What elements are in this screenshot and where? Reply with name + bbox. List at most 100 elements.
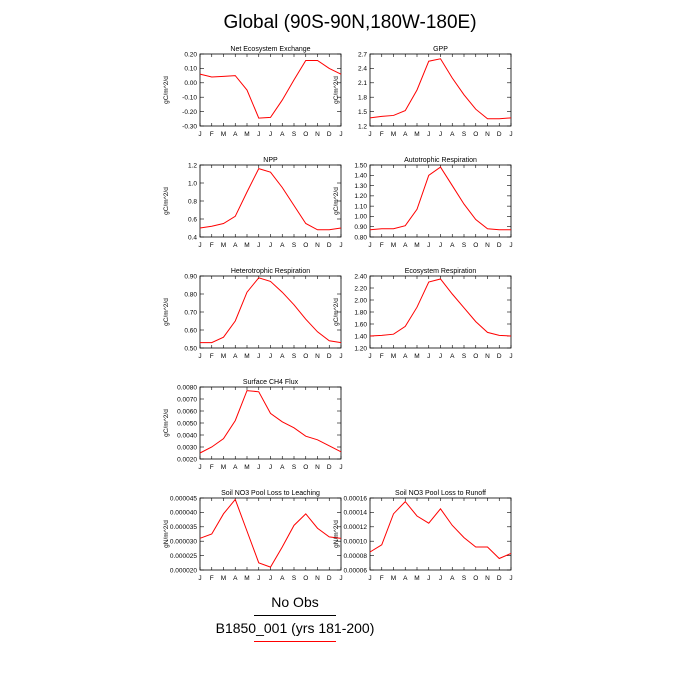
legend-line-b1850 bbox=[254, 641, 336, 642]
y-tick-label: 2.1 bbox=[358, 80, 367, 87]
x-tick-label: F bbox=[380, 353, 384, 360]
x-tick-label: J bbox=[257, 353, 260, 360]
x-tick-label: J bbox=[368, 131, 371, 138]
x-tick-label: J bbox=[509, 242, 512, 249]
y-tick-label: 2.40 bbox=[354, 273, 367, 280]
x-tick-label: A bbox=[233, 575, 238, 582]
x-tick-label: J bbox=[439, 131, 442, 138]
x-tick-label: F bbox=[210, 242, 214, 249]
x-tick-label: J bbox=[368, 242, 371, 249]
y-tick-label: 1.30 bbox=[354, 183, 367, 190]
y-tick-label: 0.000030 bbox=[170, 539, 197, 546]
y-tick-label: 0.0050 bbox=[177, 420, 197, 427]
chart-net-ecosystem-exchange: Net Ecosystem Exchange J F M A M J J A S O N D J 0.20 0… bbox=[150, 42, 360, 148]
x-tick-label: J bbox=[257, 575, 260, 582]
y-axis-label: gC/m^2/d bbox=[163, 76, 170, 104]
x-tick-label: A bbox=[233, 464, 238, 471]
x-tick-label: J bbox=[269, 131, 272, 138]
y-tick-label: 0.00006 bbox=[344, 567, 368, 574]
y-tick-label: 0.00014 bbox=[344, 510, 368, 517]
x-tick-label: J bbox=[427, 131, 430, 138]
x-tick-label: D bbox=[327, 131, 332, 138]
x-tick-label: M bbox=[391, 575, 396, 582]
x-tick-label: S bbox=[292, 575, 297, 582]
x-tick-label: A bbox=[280, 575, 285, 582]
x-tick-label: J bbox=[198, 131, 201, 138]
x-tick-label: A bbox=[233, 131, 238, 138]
y-tick-label: -0.20 bbox=[182, 109, 197, 116]
x-tick-label: S bbox=[292, 242, 297, 249]
x-tick-label: M bbox=[244, 464, 249, 471]
x-tick-label: A bbox=[233, 242, 238, 249]
x-tick-label: J bbox=[269, 575, 272, 582]
y-tick-label: 0.000035 bbox=[170, 524, 197, 531]
x-tick-label: D bbox=[327, 575, 332, 582]
x-tick-label: D bbox=[327, 353, 332, 360]
x-tick-label: J bbox=[257, 242, 260, 249]
y-tick-label: 1.8 bbox=[358, 95, 367, 102]
chart-surface-ch4-flux: Surface CH4 Flux J F M A M J J A S O N D J 0.0080 0.007… bbox=[150, 375, 360, 481]
series-line bbox=[199, 167, 342, 231]
x-tick-label: A bbox=[403, 575, 408, 582]
y-tick-label: 0.000045 bbox=[170, 495, 197, 502]
x-tick-label: S bbox=[292, 131, 297, 138]
y-tick-label: 1.2 bbox=[358, 123, 367, 130]
chart-title: Heterotrophic Respiration bbox=[231, 268, 310, 275]
x-tick-label: J bbox=[427, 242, 430, 249]
x-tick-label: A bbox=[280, 242, 285, 249]
x-tick-label: J bbox=[257, 131, 260, 138]
y-tick-label: 1.20 bbox=[354, 345, 367, 352]
chart-npp: NPP J F M A M J J A S O N D J 1.2 1.0 0.8 0.6 0.4 gC/m^2/d bbox=[150, 153, 360, 259]
x-tick-label: A bbox=[403, 353, 408, 360]
y-tick-label: 1.20 bbox=[354, 193, 367, 200]
x-tick-label: S bbox=[462, 575, 467, 582]
y-tick-label: 1.10 bbox=[354, 203, 367, 210]
y-tick-label: 0.00 bbox=[184, 80, 197, 87]
plot-frame bbox=[369, 275, 512, 349]
y-tick-label: 0.000020 bbox=[170, 567, 197, 574]
y-tick-label: 1.2 bbox=[188, 162, 197, 169]
x-tick-label: A bbox=[403, 242, 408, 249]
series-line bbox=[369, 58, 512, 120]
series-line bbox=[369, 500, 512, 560]
y-axis-label: gC/m^2/d bbox=[163, 409, 170, 437]
y-tick-label: -0.10 bbox=[182, 95, 197, 102]
x-tick-label: F bbox=[210, 464, 214, 471]
x-tick-label: M bbox=[391, 131, 396, 138]
y-tick-label: 0.0030 bbox=[177, 444, 197, 451]
y-axis-label: gC/m^2/d bbox=[333, 298, 340, 326]
y-tick-label: 1.0 bbox=[188, 180, 197, 187]
x-tick-label: N bbox=[315, 464, 320, 471]
chart-ecosystem-respiration: Ecosystem Respiration J F M A M J J A S O N D J 2.40 2.… bbox=[320, 264, 530, 370]
x-tick-label: A bbox=[280, 464, 285, 471]
y-tick-label: 1.60 bbox=[354, 321, 367, 328]
x-tick-label: J bbox=[509, 131, 512, 138]
x-tick-label: F bbox=[210, 131, 214, 138]
x-tick-label: D bbox=[327, 242, 332, 249]
x-tick-label: M bbox=[221, 353, 226, 360]
y-tick-label: 1.00 bbox=[354, 214, 367, 221]
x-tick-label: J bbox=[509, 575, 512, 582]
y-tick-label: 0.50 bbox=[184, 345, 197, 352]
x-tick-label: A bbox=[280, 353, 285, 360]
y-tick-label: 0.6 bbox=[188, 216, 197, 223]
x-tick-label: A bbox=[280, 131, 285, 138]
x-tick-label: M bbox=[244, 131, 249, 138]
x-tick-label: J bbox=[257, 464, 260, 471]
y-axis-label: gC/m^2/d bbox=[163, 187, 170, 215]
x-tick-label: N bbox=[315, 353, 320, 360]
x-tick-label: J bbox=[427, 353, 430, 360]
y-tick-label: -0.30 bbox=[182, 123, 197, 130]
plot-frame bbox=[199, 386, 342, 460]
chart-title: Surface CH4 Flux bbox=[243, 379, 299, 386]
y-tick-label: 1.50 bbox=[354, 162, 367, 169]
y-tick-label: 2.00 bbox=[354, 297, 367, 304]
y-tick-label: 0.000040 bbox=[170, 510, 197, 517]
y-tick-label: 2.7 bbox=[358, 51, 367, 58]
series-line bbox=[200, 277, 342, 344]
